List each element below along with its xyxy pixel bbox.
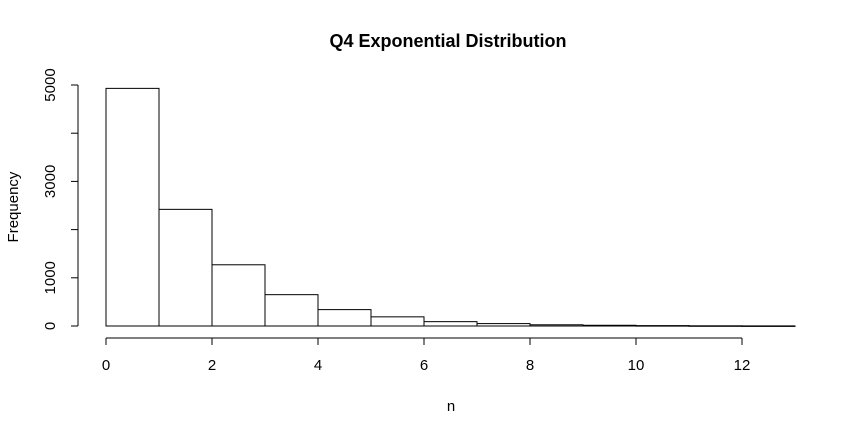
histogram-bar-8 (529, 324, 584, 327)
x-tick-label: 8 (526, 357, 534, 374)
histogram-bar-6 (423, 321, 478, 327)
x-axis: 0 2 4 6 8 10 12 (102, 337, 751, 374)
histogram-bar-3 (264, 294, 319, 327)
x-tick-label: 2 (208, 357, 216, 374)
x-tick-label: 6 (420, 357, 428, 374)
x-tick-label: 4 (314, 357, 322, 374)
histogram-bar-5 (370, 316, 425, 327)
x-tick-label: 10 (628, 357, 645, 374)
histogram-bar-7 (476, 323, 531, 327)
y-tick-label: 3000 (42, 165, 59, 198)
histogram-bar-10 (635, 325, 690, 327)
histogram-bar-2 (211, 264, 266, 327)
histogram-bar-1 (158, 208, 213, 327)
histogram-bar-12 (741, 325, 796, 327)
y-tick-label: 5000 (42, 68, 59, 101)
x-tick-label: 12 (734, 357, 751, 374)
histogram-bar-9 (582, 324, 637, 327)
bars-group (105, 87, 796, 327)
chart-title: Q4 Exponential Distribution (329, 31, 566, 51)
y-axis: 0 1000 3000 5000 (42, 68, 79, 330)
y-axis-label: Frequency (5, 171, 22, 242)
y-tick-label: 0 (42, 322, 59, 330)
histogram-bar-4 (317, 309, 372, 327)
histogram-bar-0 (105, 87, 160, 327)
y-tick-label: 1000 (42, 261, 59, 294)
x-axis-label: n (447, 398, 455, 415)
histogram-bar-11 (688, 325, 743, 327)
x-tick-label: 0 (102, 357, 110, 374)
